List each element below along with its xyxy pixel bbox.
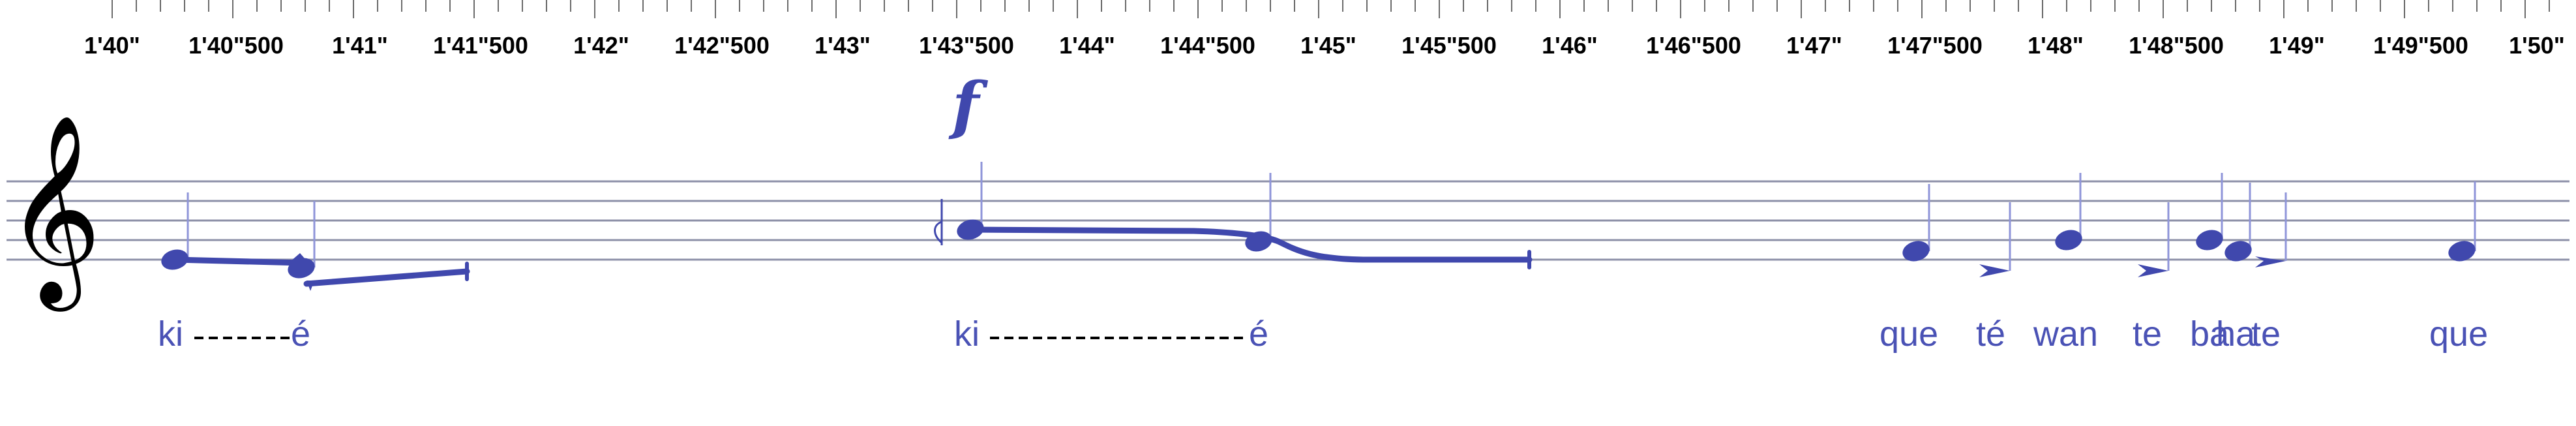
time-label-1-43: 1'43": [815, 32, 871, 59]
note-head[interactable]: [1243, 228, 1274, 254]
timeline-ruler[interactable]: 1'40" 1'40"500 1'41" 1'41"500 1'42" 1'42…: [84, 0, 2565, 59]
note-head[interactable]: [2446, 238, 2478, 264]
lyric-syllable[interactable]: te: [2133, 314, 2162, 354]
dynamic-marking[interactable]: f: [948, 68, 989, 142]
accent-arrow-icon: [2138, 264, 2168, 277]
time-label-1-49: 1'49": [2269, 32, 2325, 59]
lyric-syllable[interactable]: é: [291, 314, 310, 354]
note-head[interactable]: [2223, 238, 2254, 264]
time-label-1-41-500: 1'41"500: [433, 32, 528, 59]
ruler-labels: 1'40" 1'40"500 1'41" 1'41"500 1'42" 1'42…: [84, 32, 2565, 59]
time-label-1-41: 1'41": [332, 32, 388, 59]
time-label-1-47: 1'47": [1786, 32, 1842, 59]
lyric-syllable[interactable]: ba: [2190, 314, 2230, 354]
time-label-1-44: 1'44": [1059, 32, 1115, 59]
staff[interactable]: 𝄞: [5, 113, 2569, 312]
lyric-syllable[interactable]: te: [2251, 314, 2281, 354]
note-head-accent: [291, 253, 309, 264]
treble-clef-icon: 𝄞: [5, 113, 102, 312]
time-label-1-48-500: 1'48"500: [2129, 32, 2224, 59]
time-label-1-49-500: 1'49"500: [2373, 32, 2468, 59]
note-stems: [187, 162, 2476, 271]
note-head[interactable]: [2053, 227, 2084, 253]
time-label-1-45-500: 1'45"500: [1401, 32, 1497, 59]
note-head-accent: [307, 281, 314, 291]
lyric-syllable[interactable]: ki: [158, 314, 183, 354]
ruler-ticks: [112, 0, 2550, 18]
time-label-1-42-500: 1'42"500: [674, 32, 770, 59]
grace-note-flag: [934, 199, 943, 245]
lyric-syllable[interactable]: ki: [954, 314, 980, 354]
time-label-1-48: 1'48": [2028, 32, 2084, 59]
lyrics[interactable]: ki é ki é que té wan te ba ha te que: [158, 314, 2488, 354]
accent-arrow-icon: [2255, 256, 2286, 267]
time-label-1-44-500: 1'44"500: [1160, 32, 1255, 59]
glissando: [967, 226, 1533, 263]
time-label-1-42: 1'42": [573, 32, 629, 59]
note-head[interactable]: [159, 247, 190, 273]
glissando: [303, 268, 470, 287]
time-label-1-46: 1'46": [1542, 32, 1598, 59]
note-head[interactable]: [2194, 227, 2225, 253]
accent-arrow-icon: [1979, 264, 2010, 277]
time-label-1-40-500: 1'40"500: [188, 32, 284, 59]
time-label-1-47-500: 1'47"500: [1887, 32, 1983, 59]
time-label-1-50: 1'50": [2509, 32, 2565, 59]
lyric-syllable[interactable]: té: [1976, 314, 2005, 354]
note-head[interactable]: [1900, 238, 1932, 264]
time-label-1-43-500: 1'43"500: [919, 32, 1014, 59]
lyric-syllable[interactable]: que: [1880, 314, 1938, 354]
note-heads[interactable]: [159, 199, 2478, 291]
time-label-1-40: 1'40": [84, 32, 140, 59]
note-head[interactable]: [955, 217, 986, 243]
lyric-syllable[interactable]: wan: [2033, 314, 2098, 354]
lyric-syllable[interactable]: ha: [2216, 314, 2256, 354]
time-label-1-46-500: 1'46"500: [1646, 32, 1741, 59]
glissando: [172, 256, 305, 266]
time-label-1-45: 1'45": [1300, 32, 1356, 59]
glissando-lines: [172, 226, 1533, 287]
lyric-syllable[interactable]: que: [2429, 314, 2488, 354]
lyric-syllable[interactable]: é: [1249, 314, 1268, 354]
